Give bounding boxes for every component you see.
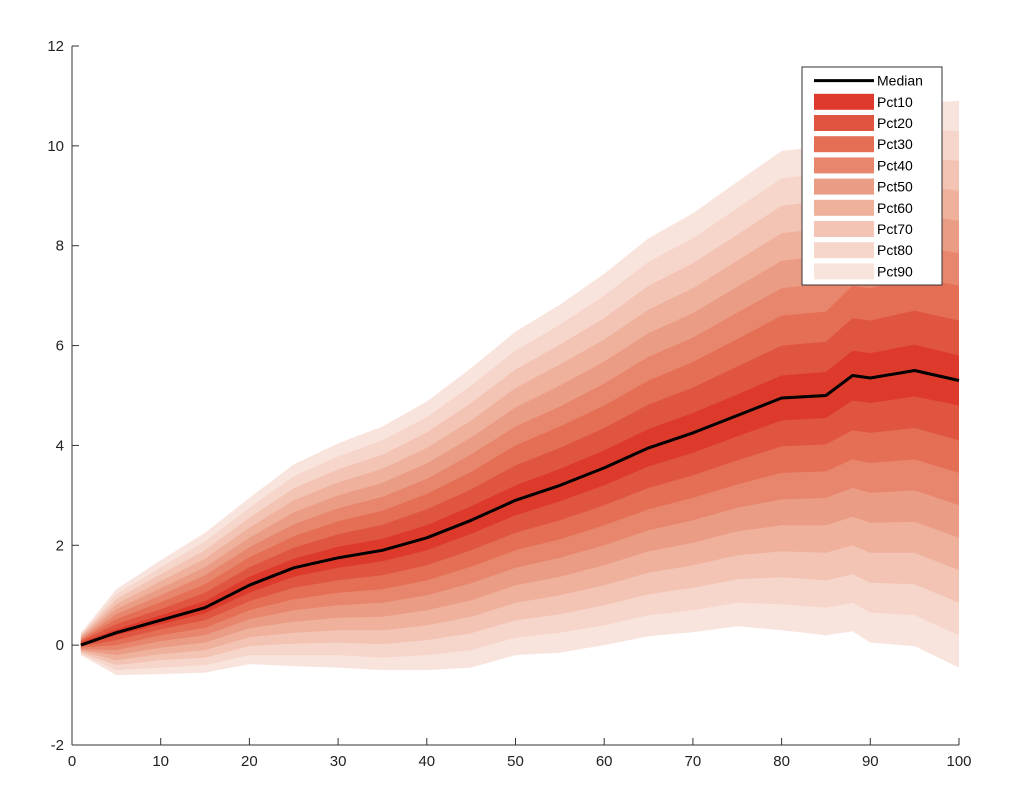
y-tick-label: 6 bbox=[56, 338, 64, 355]
legend-label-pct60: Pct60 bbox=[877, 200, 913, 216]
percentile-bands bbox=[80, 100, 959, 676]
y-tick-label: 2 bbox=[56, 537, 64, 554]
legend-label-pct80: Pct80 bbox=[877, 242, 913, 258]
y-tick-label: -2 bbox=[51, 737, 64, 754]
x-tick-label: 0 bbox=[68, 753, 76, 770]
x-tick-label: 20 bbox=[241, 753, 258, 770]
legend-label-pct70: Pct70 bbox=[877, 221, 913, 237]
x-tick-label: 60 bbox=[596, 753, 613, 770]
y-tick-label: 10 bbox=[47, 138, 64, 155]
x-tick-label: 100 bbox=[946, 753, 971, 770]
legend-swatch-pct80 bbox=[814, 242, 874, 259]
median-series bbox=[80, 369, 960, 647]
x-tick-label: 70 bbox=[685, 753, 702, 770]
x-tick-label: 40 bbox=[418, 753, 435, 770]
legend-median-label: Median bbox=[877, 73, 923, 89]
legend-swatch-pct40 bbox=[814, 157, 874, 174]
x-tick-label: 30 bbox=[330, 753, 347, 770]
x-tick-label: 90 bbox=[862, 753, 879, 770]
median-line bbox=[80, 369, 960, 647]
x-tick-label: 50 bbox=[507, 753, 524, 770]
y-tick-label: 8 bbox=[56, 238, 64, 255]
legend-label-pct10: Pct10 bbox=[877, 94, 913, 110]
legend: Median Pct10 Pct20 Pct30 Pct40 Pct50 Pct60 Pct7… bbox=[801, 66, 943, 286]
legend-swatch-pct90 bbox=[814, 263, 874, 280]
legend-label-pct40: Pct40 bbox=[877, 157, 913, 173]
legend-label-pct30: Pct30 bbox=[877, 136, 913, 152]
legend-swatch-pct70 bbox=[814, 221, 874, 237]
legend-swatch-pct50 bbox=[814, 178, 874, 195]
legend-label-pct90: Pct90 bbox=[877, 263, 913, 279]
legend-label-pct20: Pct20 bbox=[877, 115, 913, 131]
y-tick-label: 12 bbox=[47, 38, 64, 55]
x-tick-label: 80 bbox=[773, 753, 790, 770]
legend-swatch-pct10 bbox=[814, 93, 874, 110]
x-tick-label: 10 bbox=[152, 753, 169, 770]
y-tick-label: 4 bbox=[56, 437, 64, 454]
legend-swatch-pct20 bbox=[814, 115, 874, 131]
legend-swatch-pct60 bbox=[814, 199, 874, 216]
legend-label-pct50: Pct50 bbox=[877, 179, 913, 195]
y-tick-label: 0 bbox=[56, 637, 64, 654]
legend-swatch-pct30 bbox=[814, 136, 874, 153]
band-pct10 bbox=[80, 344, 959, 646]
